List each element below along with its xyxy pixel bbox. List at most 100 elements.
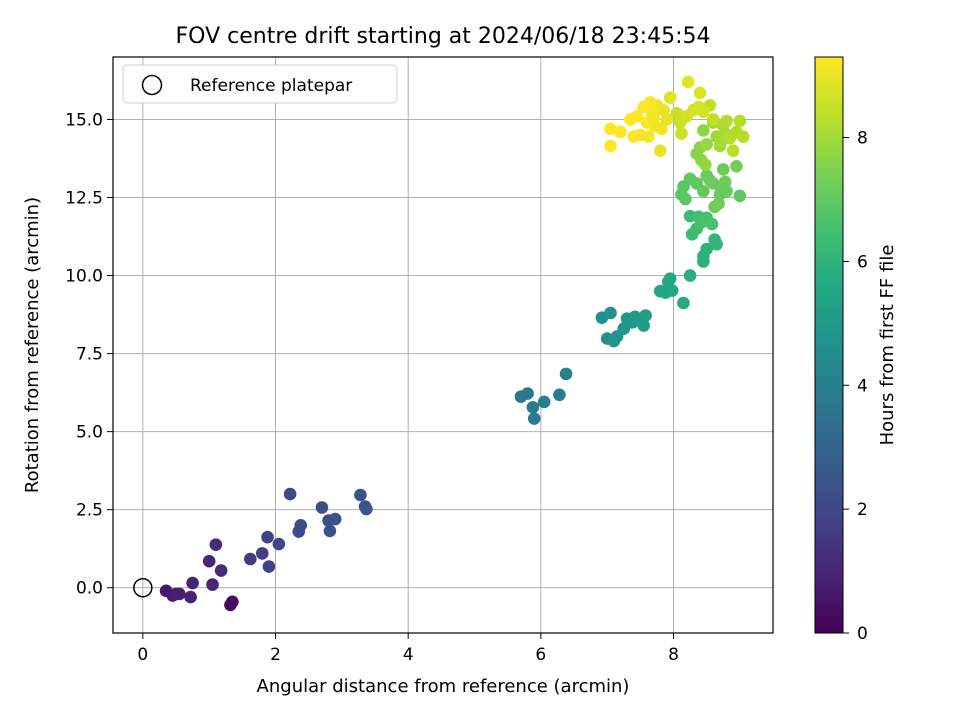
data-point bbox=[315, 501, 329, 514]
x-tick-label: 8 bbox=[668, 645, 679, 665]
data-point bbox=[526, 400, 540, 414]
data-point bbox=[720, 114, 733, 128]
data-point bbox=[521, 387, 534, 400]
x-tick-label: 4 bbox=[403, 645, 414, 665]
data-point bbox=[697, 184, 710, 198]
data-point bbox=[559, 367, 573, 381]
data-point bbox=[537, 395, 551, 409]
data-point bbox=[553, 388, 566, 402]
data-point bbox=[209, 538, 223, 551]
data-point bbox=[272, 537, 286, 551]
data-point bbox=[226, 595, 239, 609]
data-point bbox=[726, 144, 740, 157]
data-point bbox=[283, 487, 297, 501]
data-point bbox=[697, 105, 710, 118]
colorbar-ticks: 0 2 4 6 8 bbox=[843, 129, 868, 644]
data-point bbox=[527, 412, 541, 425]
data-point bbox=[647, 111, 660, 125]
colorbar: 0 2 4 6 8 Hours from first FF file bbox=[814, 56, 898, 644]
plot-frame bbox=[112, 56, 774, 634]
data-point bbox=[720, 184, 733, 198]
y-tick-label: 2.5 bbox=[76, 501, 103, 521]
data-point bbox=[639, 309, 652, 322]
data-point bbox=[730, 159, 743, 173]
data-point bbox=[637, 100, 650, 114]
y-tick-label: 12.5 bbox=[65, 188, 103, 208]
data-point bbox=[693, 86, 707, 100]
x-tick-label: 6 bbox=[535, 645, 546, 665]
data-point bbox=[637, 319, 650, 332]
data-point bbox=[733, 189, 747, 203]
colorbar-tick-label: 2 bbox=[857, 500, 868, 520]
colorbar-label: Hours from first FF file bbox=[877, 245, 898, 446]
data-point bbox=[733, 114, 747, 128]
data-point bbox=[604, 139, 617, 153]
data-point bbox=[202, 554, 216, 568]
data-point bbox=[665, 284, 679, 297]
data-point bbox=[261, 530, 274, 544]
x-tick-label: 0 bbox=[137, 645, 148, 665]
colorbar-tick-label: 8 bbox=[857, 129, 868, 149]
data-point bbox=[699, 158, 712, 172]
data-point bbox=[705, 217, 719, 231]
data-point bbox=[323, 524, 337, 538]
data-point bbox=[683, 269, 697, 282]
data-point bbox=[712, 197, 725, 211]
data-point bbox=[653, 144, 667, 157]
x-axis-ticks: 0 2 4 6 8 bbox=[137, 633, 679, 665]
data-point bbox=[736, 130, 750, 143]
data-point bbox=[710, 238, 723, 251]
data-point bbox=[255, 547, 269, 560]
data-point bbox=[360, 502, 373, 516]
y-axis-label: Rotation from reference (arcmin) bbox=[22, 197, 43, 493]
data-point bbox=[700, 138, 713, 151]
data-point bbox=[604, 122, 617, 136]
y-tick-label: 15.0 bbox=[65, 110, 103, 130]
data-point bbox=[604, 306, 617, 320]
reference-platepar-marker bbox=[133, 577, 153, 598]
data-point bbox=[677, 296, 690, 310]
colorbar-gradient bbox=[814, 56, 844, 634]
legend: Reference platepar bbox=[122, 64, 398, 104]
data-point bbox=[244, 552, 257, 566]
y-tick-label: 0.0 bbox=[76, 579, 103, 599]
data-point bbox=[614, 125, 627, 139]
x-axis-label: Angular distance from reference (arcmin) bbox=[257, 676, 630, 697]
y-tick-label: 5.0 bbox=[76, 423, 103, 443]
data-point bbox=[294, 518, 308, 532]
legend-label-reference-platepar: Reference platepar bbox=[190, 76, 352, 96]
data-point bbox=[718, 175, 732, 189]
data-point bbox=[328, 512, 342, 526]
data-point bbox=[707, 113, 720, 126]
grid bbox=[113, 57, 773, 633]
data-point bbox=[186, 576, 199, 590]
legend-marker bbox=[141, 74, 163, 96]
data-point bbox=[624, 113, 637, 126]
data-point bbox=[627, 130, 641, 143]
data-point bbox=[675, 127, 688, 140]
data-point bbox=[173, 587, 186, 601]
colorbar-tick-label: 4 bbox=[857, 376, 868, 396]
colorbar-tick-label: 6 bbox=[857, 252, 868, 272]
data-points bbox=[159, 75, 750, 612]
data-point bbox=[655, 122, 668, 136]
data-point bbox=[206, 578, 219, 591]
data-point bbox=[681, 75, 695, 89]
data-point bbox=[663, 91, 677, 104]
data-point bbox=[700, 242, 713, 256]
data-point bbox=[716, 163, 730, 176]
legend-box bbox=[122, 64, 398, 104]
data-point bbox=[184, 590, 197, 604]
data-point bbox=[214, 564, 228, 577]
data-point bbox=[354, 488, 367, 502]
data-point bbox=[663, 272, 677, 285]
y-tick-label: 7.5 bbox=[76, 345, 103, 365]
data-point bbox=[697, 124, 710, 137]
data-point bbox=[679, 192, 692, 206]
x-tick-label: 2 bbox=[270, 645, 281, 665]
chart-title: FOV centre drift starting at 2024/06/18 … bbox=[176, 24, 711, 49]
data-point bbox=[262, 560, 276, 573]
y-axis-ticks: 0.0 2.5 5.0 7.5 10.0 12.5 15.0 bbox=[65, 110, 113, 599]
y-tick-label: 10.0 bbox=[65, 267, 103, 287]
